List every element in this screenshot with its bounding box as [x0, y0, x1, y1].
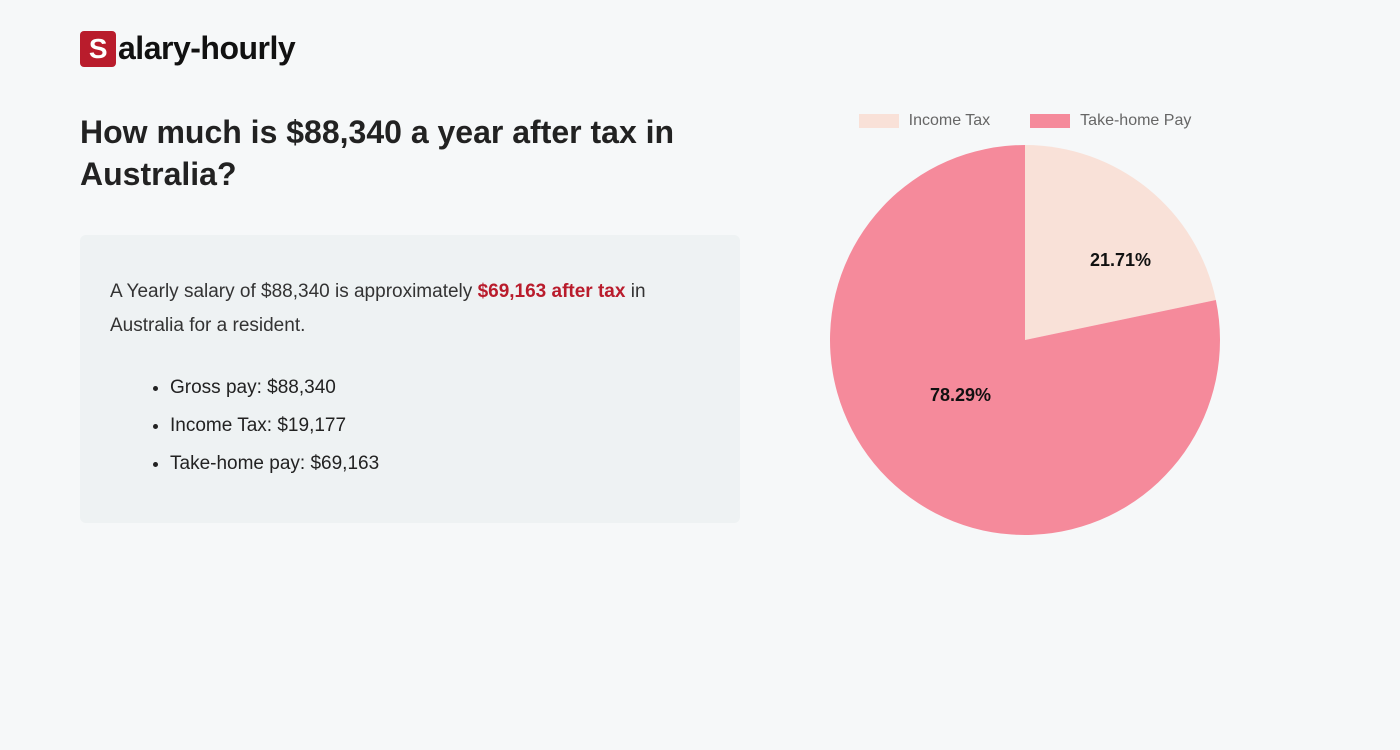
chart-legend: Income Tax Take-home Pay — [800, 112, 1250, 130]
right-column: Income Tax Take-home Pay 21.71% 78.29% — [800, 112, 1250, 535]
legend-label: Take-home Pay — [1080, 112, 1191, 130]
legend-item-income-tax: Income Tax — [859, 112, 991, 130]
pie-slice-label: 78.29% — [930, 385, 991, 406]
legend-swatch — [859, 114, 899, 128]
list-item: Gross pay: $88,340 — [170, 369, 710, 407]
main-content: How much is $88,340 a year after tax in … — [80, 112, 1320, 535]
pie-chart: 21.71% 78.29% — [830, 145, 1220, 535]
legend-swatch — [1030, 114, 1070, 128]
logo-text: alary-hourly — [118, 30, 295, 67]
logo-letter-box: S — [80, 31, 116, 67]
page-title: How much is $88,340 a year after tax in … — [80, 112, 740, 195]
list-item: Take-home pay: $69,163 — [170, 445, 710, 483]
site-logo: S alary-hourly — [80, 30, 1320, 67]
summary-highlight: $69,163 after tax — [478, 281, 626, 302]
summary-box: A Yearly salary of $88,340 is approximat… — [80, 235, 740, 522]
summary-paragraph: A Yearly salary of $88,340 is approximat… — [110, 275, 710, 343]
summary-bullets: Gross pay: $88,340 Income Tax: $19,177 T… — [110, 369, 710, 483]
legend-label: Income Tax — [909, 112, 991, 130]
pie-slice-label: 21.71% — [1090, 250, 1151, 271]
summary-prefix: A Yearly salary of $88,340 is approximat… — [110, 281, 478, 302]
list-item: Income Tax: $19,177 — [170, 407, 710, 445]
legend-item-take-home: Take-home Pay — [1030, 112, 1191, 130]
left-column: How much is $88,340 a year after tax in … — [80, 112, 740, 535]
pie-svg — [830, 145, 1220, 535]
